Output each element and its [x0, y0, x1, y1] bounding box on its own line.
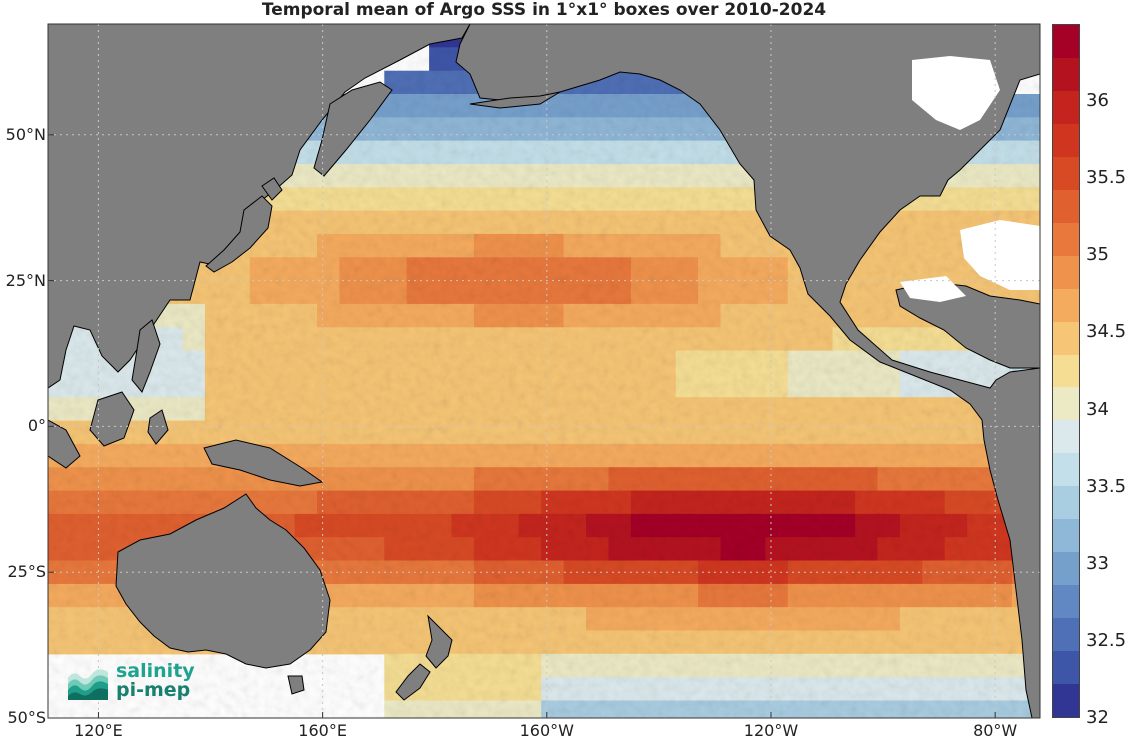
colorbar-segment [1053, 222, 1079, 256]
map-frame [47, 23, 1041, 719]
land-new-guinea [203, 439, 324, 487]
colorbar-segment [1053, 651, 1079, 685]
colorbar-tick-label: 35.5 [1086, 167, 1127, 189]
colorbar-segment [1053, 453, 1079, 487]
colorbar-segment [1053, 255, 1079, 289]
colorbar-segment [1053, 354, 1079, 388]
latitude-label: 50°S [7, 708, 46, 727]
salinity-pimep-logo: salinity pi-mep [66, 656, 196, 706]
land-nz-south [395, 663, 431, 701]
land-sulawesi [147, 409, 169, 445]
colorbar-segment [1053, 387, 1079, 421]
colorbar-segment [1053, 420, 1079, 454]
colorbar-segment [1053, 585, 1079, 619]
land-japan [205, 195, 273, 273]
colorbar-segment [1053, 90, 1079, 124]
logo-text-pimep: pi-mep [116, 679, 191, 701]
colorbar-segment [1053, 519, 1079, 553]
longitude-label: 120°W [743, 721, 799, 740]
colorbar-segment [1053, 25, 1079, 58]
colorbar-segment [1053, 156, 1079, 190]
longitude-label: 120°E [74, 721, 123, 740]
colorbar-segment [1053, 321, 1079, 355]
land-philippines [131, 319, 161, 393]
colorbar-tick-label: 36 [1086, 90, 1109, 112]
longitude-label: 160°E [298, 721, 347, 740]
latitude-label: 0° [27, 416, 46, 436]
colorbar-tick-label: 34 [1086, 398, 1109, 420]
land-tasmania [287, 675, 305, 695]
land-nz-north [425, 614, 453, 669]
land-alaska [455, 24, 1040, 718]
colorbar-segment [1053, 552, 1079, 586]
map-title: Temporal mean of Argo SSS in 1°x1° boxes… [261, 0, 827, 20]
logo-text-salinity: salinity [116, 660, 195, 682]
inland-white [900, 56, 1040, 302]
colorbar-tick-label: 33.5 [1086, 475, 1127, 497]
colorbar-tick-label: 32.5 [1086, 629, 1127, 651]
longitude-label: 160°W [519, 721, 574, 740]
colorbar-segment [1053, 123, 1079, 157]
land-sumatra [48, 419, 81, 469]
land-kamchatka [313, 81, 393, 177]
land-north-america-east [895, 281, 1040, 369]
latitude-label: 25°S [7, 562, 46, 582]
colorbar-tick-label: 35 [1086, 244, 1109, 266]
latitude-label: 50°N [5, 124, 46, 144]
colorbar-tick-label: 34.5 [1086, 321, 1127, 343]
land-masses [48, 24, 1040, 718]
colorbar-segment [1053, 189, 1079, 223]
land-hokkaido [261, 177, 283, 201]
longitude-label: 80°W [973, 721, 1018, 740]
axis-ticks [48, 134, 996, 719]
colorbar [1052, 24, 1080, 718]
land-borneo [89, 391, 135, 447]
latitude-label: 25°N [5, 270, 46, 290]
logo-mark-icon [68, 669, 108, 700]
land-australia [115, 493, 331, 669]
colorbar-segment [1053, 57, 1079, 91]
colorbar-segment [1053, 486, 1079, 520]
colorbar-segment [1053, 684, 1079, 718]
colorbar-segment [1053, 618, 1079, 652]
colorbar-tick-label: 32 [1086, 707, 1109, 728]
gridlines [48, 24, 1040, 718]
colorbar-segment [1053, 288, 1079, 322]
colorbar-tick-label: 33 [1086, 552, 1109, 574]
land-aleutian [469, 91, 561, 109]
